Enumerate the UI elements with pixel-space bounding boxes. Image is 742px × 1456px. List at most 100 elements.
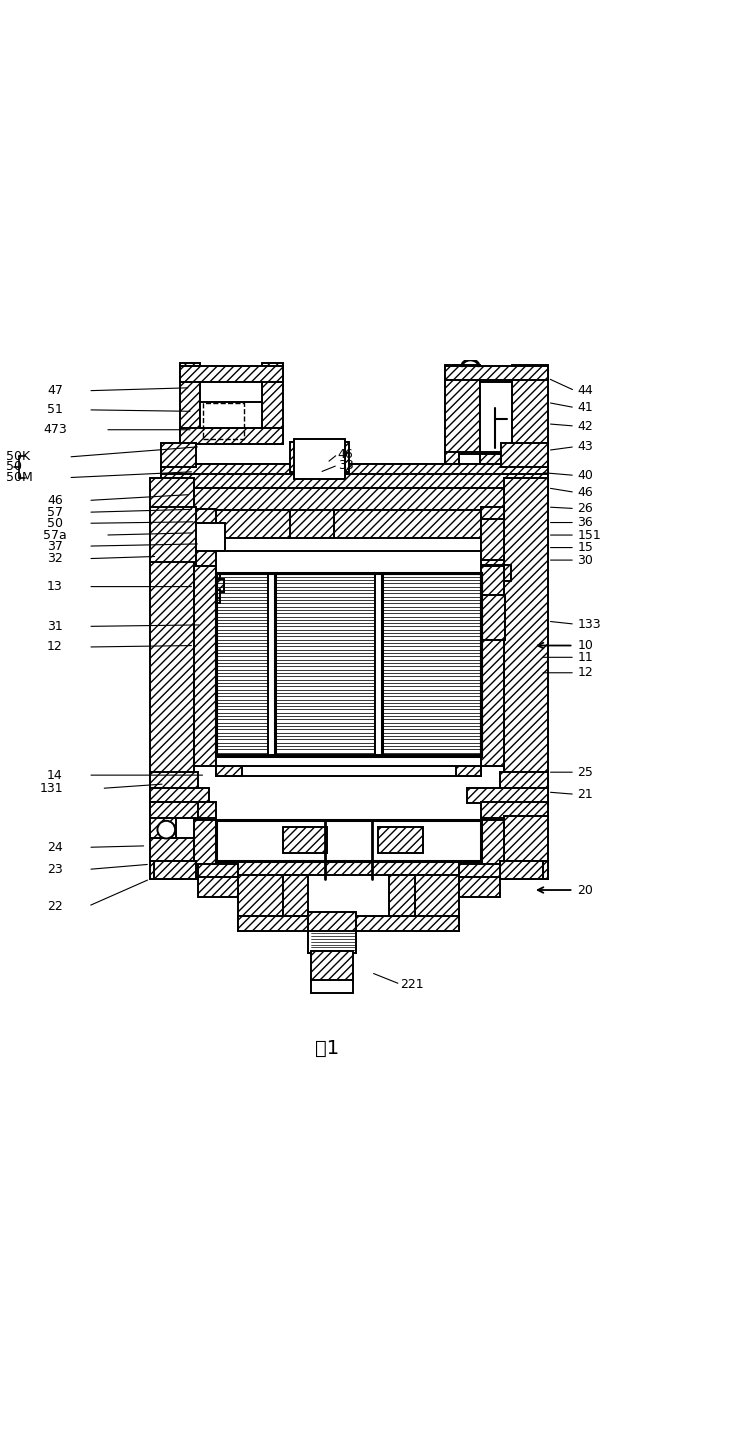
Text: 40: 40 (577, 469, 593, 482)
Bar (482, 820, 504, 868)
Bar (482, 820, 504, 868)
Bar (194, 820, 217, 868)
Bar (150, 788, 209, 804)
Bar (161, 464, 548, 476)
Bar (194, 578, 223, 591)
Text: 50K: 50K (7, 450, 30, 463)
Bar (456, 764, 482, 776)
Polygon shape (194, 510, 305, 539)
Bar (444, 365, 480, 466)
Text: 30: 30 (577, 553, 593, 566)
Text: 131: 131 (39, 782, 63, 795)
Bar (150, 817, 176, 839)
Text: 21: 21 (577, 788, 593, 801)
Text: 44: 44 (577, 384, 593, 397)
Bar (154, 860, 197, 879)
Text: 11: 11 (577, 651, 593, 664)
Bar (283, 827, 326, 853)
Bar (217, 574, 482, 756)
Text: 50: 50 (7, 460, 22, 473)
Bar (482, 543, 504, 552)
Bar (290, 510, 334, 539)
Bar (180, 365, 283, 381)
Circle shape (157, 821, 175, 839)
Text: 32: 32 (47, 552, 63, 565)
Bar (150, 772, 198, 791)
Bar (194, 565, 220, 581)
Bar (290, 441, 349, 472)
Bar (500, 860, 542, 879)
Bar (480, 381, 499, 451)
Text: 46: 46 (577, 486, 593, 499)
Bar (194, 600, 217, 614)
Text: 26: 26 (577, 502, 593, 515)
Bar (504, 381, 513, 451)
Text: 23: 23 (47, 863, 63, 877)
Text: 20: 20 (577, 884, 593, 897)
Text: 51: 51 (47, 403, 63, 416)
Bar (275, 574, 375, 756)
Text: 14: 14 (47, 769, 63, 782)
Bar (482, 565, 511, 581)
Bar (150, 478, 194, 817)
Text: 33: 33 (338, 459, 354, 472)
Bar (444, 365, 548, 380)
Bar (482, 534, 504, 566)
Bar (194, 508, 217, 566)
Bar (459, 454, 533, 464)
Bar (459, 865, 500, 879)
Bar (482, 566, 504, 766)
Bar (262, 364, 283, 444)
Text: 50: 50 (47, 517, 63, 530)
Text: 57: 57 (47, 505, 63, 518)
Bar (467, 788, 548, 804)
Text: 43: 43 (577, 440, 593, 453)
Bar (311, 980, 353, 993)
Bar (196, 552, 225, 566)
Text: 50M: 50M (7, 472, 33, 483)
Bar (504, 478, 548, 817)
Bar (482, 596, 505, 639)
Bar (150, 802, 217, 818)
Text: 15: 15 (577, 542, 593, 555)
Bar (238, 875, 283, 930)
Bar (180, 428, 283, 444)
Bar (416, 875, 459, 930)
Text: 图1: 图1 (315, 1038, 339, 1059)
Bar (482, 550, 504, 561)
Bar (375, 574, 382, 756)
Bar (196, 523, 225, 553)
Bar (203, 403, 243, 438)
Bar (194, 566, 217, 766)
Text: 24: 24 (47, 840, 63, 853)
Bar (150, 802, 198, 818)
Bar (200, 381, 262, 428)
Bar (194, 820, 217, 868)
Bar (194, 566, 217, 766)
Text: 10: 10 (577, 639, 593, 652)
Bar (311, 951, 353, 983)
Bar (180, 364, 200, 444)
Bar (150, 507, 196, 562)
Bar (482, 802, 548, 818)
Bar (482, 507, 504, 547)
Bar (390, 875, 416, 916)
Bar (480, 454, 513, 464)
Text: 42: 42 (577, 419, 593, 432)
Text: 12: 12 (47, 641, 63, 654)
Bar (161, 443, 197, 466)
Bar (268, 574, 275, 756)
Bar (217, 764, 482, 776)
Bar (378, 827, 422, 853)
Bar (502, 443, 548, 466)
Polygon shape (320, 510, 504, 539)
Bar (217, 756, 482, 766)
Text: 31: 31 (47, 620, 63, 633)
Bar (459, 877, 500, 897)
Bar (217, 552, 482, 574)
Bar (150, 860, 548, 879)
Text: 46: 46 (338, 447, 354, 460)
Text: 473: 473 (43, 424, 67, 437)
Bar (194, 590, 220, 603)
Text: 12: 12 (577, 667, 593, 680)
